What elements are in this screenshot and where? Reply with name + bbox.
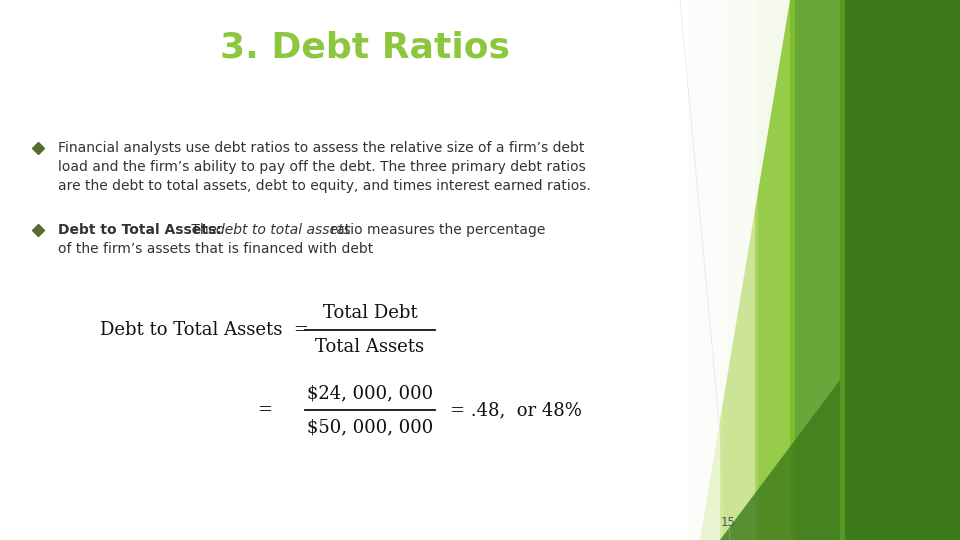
Text: Financial analysts use debt ratios to assess the relative size of a firm’s debt: Financial analysts use debt ratios to as…	[58, 141, 585, 155]
Text: $50, 000, 000: $50, 000, 000	[307, 418, 433, 436]
Text: Debt to Total Assets:: Debt to Total Assets:	[58, 223, 222, 237]
Text: debt to total assets: debt to total assets	[216, 223, 350, 237]
Text: Debt to Total Assets  =: Debt to Total Assets =	[100, 321, 309, 339]
Text: $24, 000, 000: $24, 000, 000	[307, 384, 433, 402]
Text: Total Assets: Total Assets	[316, 338, 424, 356]
Text: The: The	[187, 223, 222, 237]
Text: load and the firm’s ability to pay off the debt. The three primary debt ratios: load and the firm’s ability to pay off t…	[58, 160, 586, 174]
Polygon shape	[555, 0, 790, 540]
Text: 15: 15	[721, 516, 735, 530]
Text: ratio measures the percentage: ratio measures the percentage	[325, 223, 545, 237]
Text: are the debt to total assets, debt to equity, and times interest earned ratios.: are the debt to total assets, debt to eq…	[58, 179, 590, 193]
Polygon shape	[790, 0, 845, 540]
Polygon shape	[755, 0, 795, 540]
Text: 3. Debt Ratios: 3. Debt Ratios	[220, 31, 510, 65]
Text: = .48,  or 48%: = .48, or 48%	[450, 401, 582, 419]
Polygon shape	[840, 0, 960, 540]
Polygon shape	[720, 380, 840, 540]
Text: of the firm’s assets that is financed with debt: of the firm’s assets that is financed wi…	[58, 242, 373, 256]
Polygon shape	[720, 0, 758, 540]
Polygon shape	[688, 0, 723, 540]
Text: Total Debt: Total Debt	[323, 304, 418, 322]
Text: =: =	[257, 401, 273, 419]
